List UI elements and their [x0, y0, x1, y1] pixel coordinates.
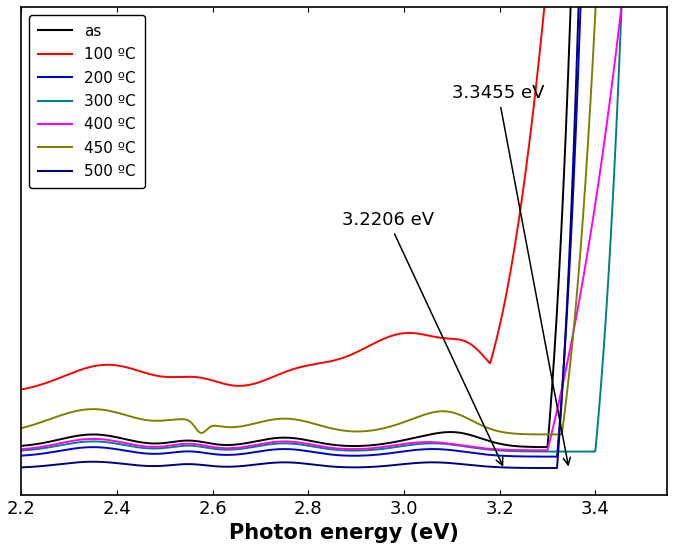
Line: 500 ºC: 500 ºC	[22, 0, 672, 468]
500 ºC	[316, 462, 324, 469]
as	[530, 444, 538, 450]
Text: 3.3455 eV: 3.3455 eV	[452, 84, 570, 465]
Line: 300 ºC: 300 ºC	[22, 0, 672, 452]
400 ºC	[543, 447, 551, 454]
400 ºC	[530, 447, 538, 454]
450 ºC	[557, 431, 565, 438]
Line: 450 ºC: 450 ºC	[22, 0, 672, 434]
200 ºC	[51, 448, 59, 455]
300 ºC	[51, 443, 59, 450]
500 ºC	[334, 464, 342, 470]
as	[316, 439, 324, 446]
300 ºC	[530, 448, 538, 455]
as	[51, 437, 59, 444]
200 ºC	[334, 452, 342, 459]
100 ºC	[316, 360, 324, 366]
100 ºC	[334, 356, 342, 363]
300 ºC	[18, 447, 26, 454]
Line: 200 ºC: 200 ºC	[22, 0, 672, 456]
100 ºC	[530, 105, 538, 112]
400 ºC	[18, 446, 26, 453]
500 ºC	[530, 465, 538, 471]
300 ºC	[316, 444, 324, 451]
200 ºC	[316, 450, 324, 456]
200 ºC	[553, 453, 561, 460]
450 ºC	[530, 431, 538, 438]
450 ºC	[316, 422, 324, 429]
as	[334, 442, 342, 449]
Text: 3.2206 eV: 3.2206 eV	[342, 211, 503, 465]
Line: 400 ºC: 400 ºC	[22, 0, 672, 450]
500 ºC	[18, 464, 26, 471]
400 ºC	[51, 441, 59, 448]
Line: as: as	[22, 0, 672, 447]
as	[18, 443, 26, 449]
200 ºC	[18, 453, 26, 459]
Legend: as, 100 ºC, 200 ºC, 300 ºC, 400 ºC, 450 ºC, 500 ºC: as, 100 ºC, 200 ºC, 300 ºC, 400 ºC, 450 …	[29, 15, 145, 188]
200 ºC	[530, 453, 538, 460]
450 ºC	[51, 414, 59, 421]
500 ºC	[553, 465, 561, 471]
100 ºC	[51, 377, 59, 383]
300 ºC	[334, 447, 342, 453]
300 ºC	[591, 448, 599, 455]
as	[543, 444, 551, 450]
400 ºC	[316, 443, 324, 449]
100 ºC	[18, 386, 26, 393]
450 ºC	[334, 426, 342, 433]
Line: 100 ºC: 100 ºC	[22, 0, 672, 389]
500 ºC	[51, 461, 59, 468]
450 ºC	[18, 425, 26, 431]
400 ºC	[334, 445, 342, 452]
X-axis label: Photon energy (eV): Photon energy (eV)	[229, 523, 459, 543]
